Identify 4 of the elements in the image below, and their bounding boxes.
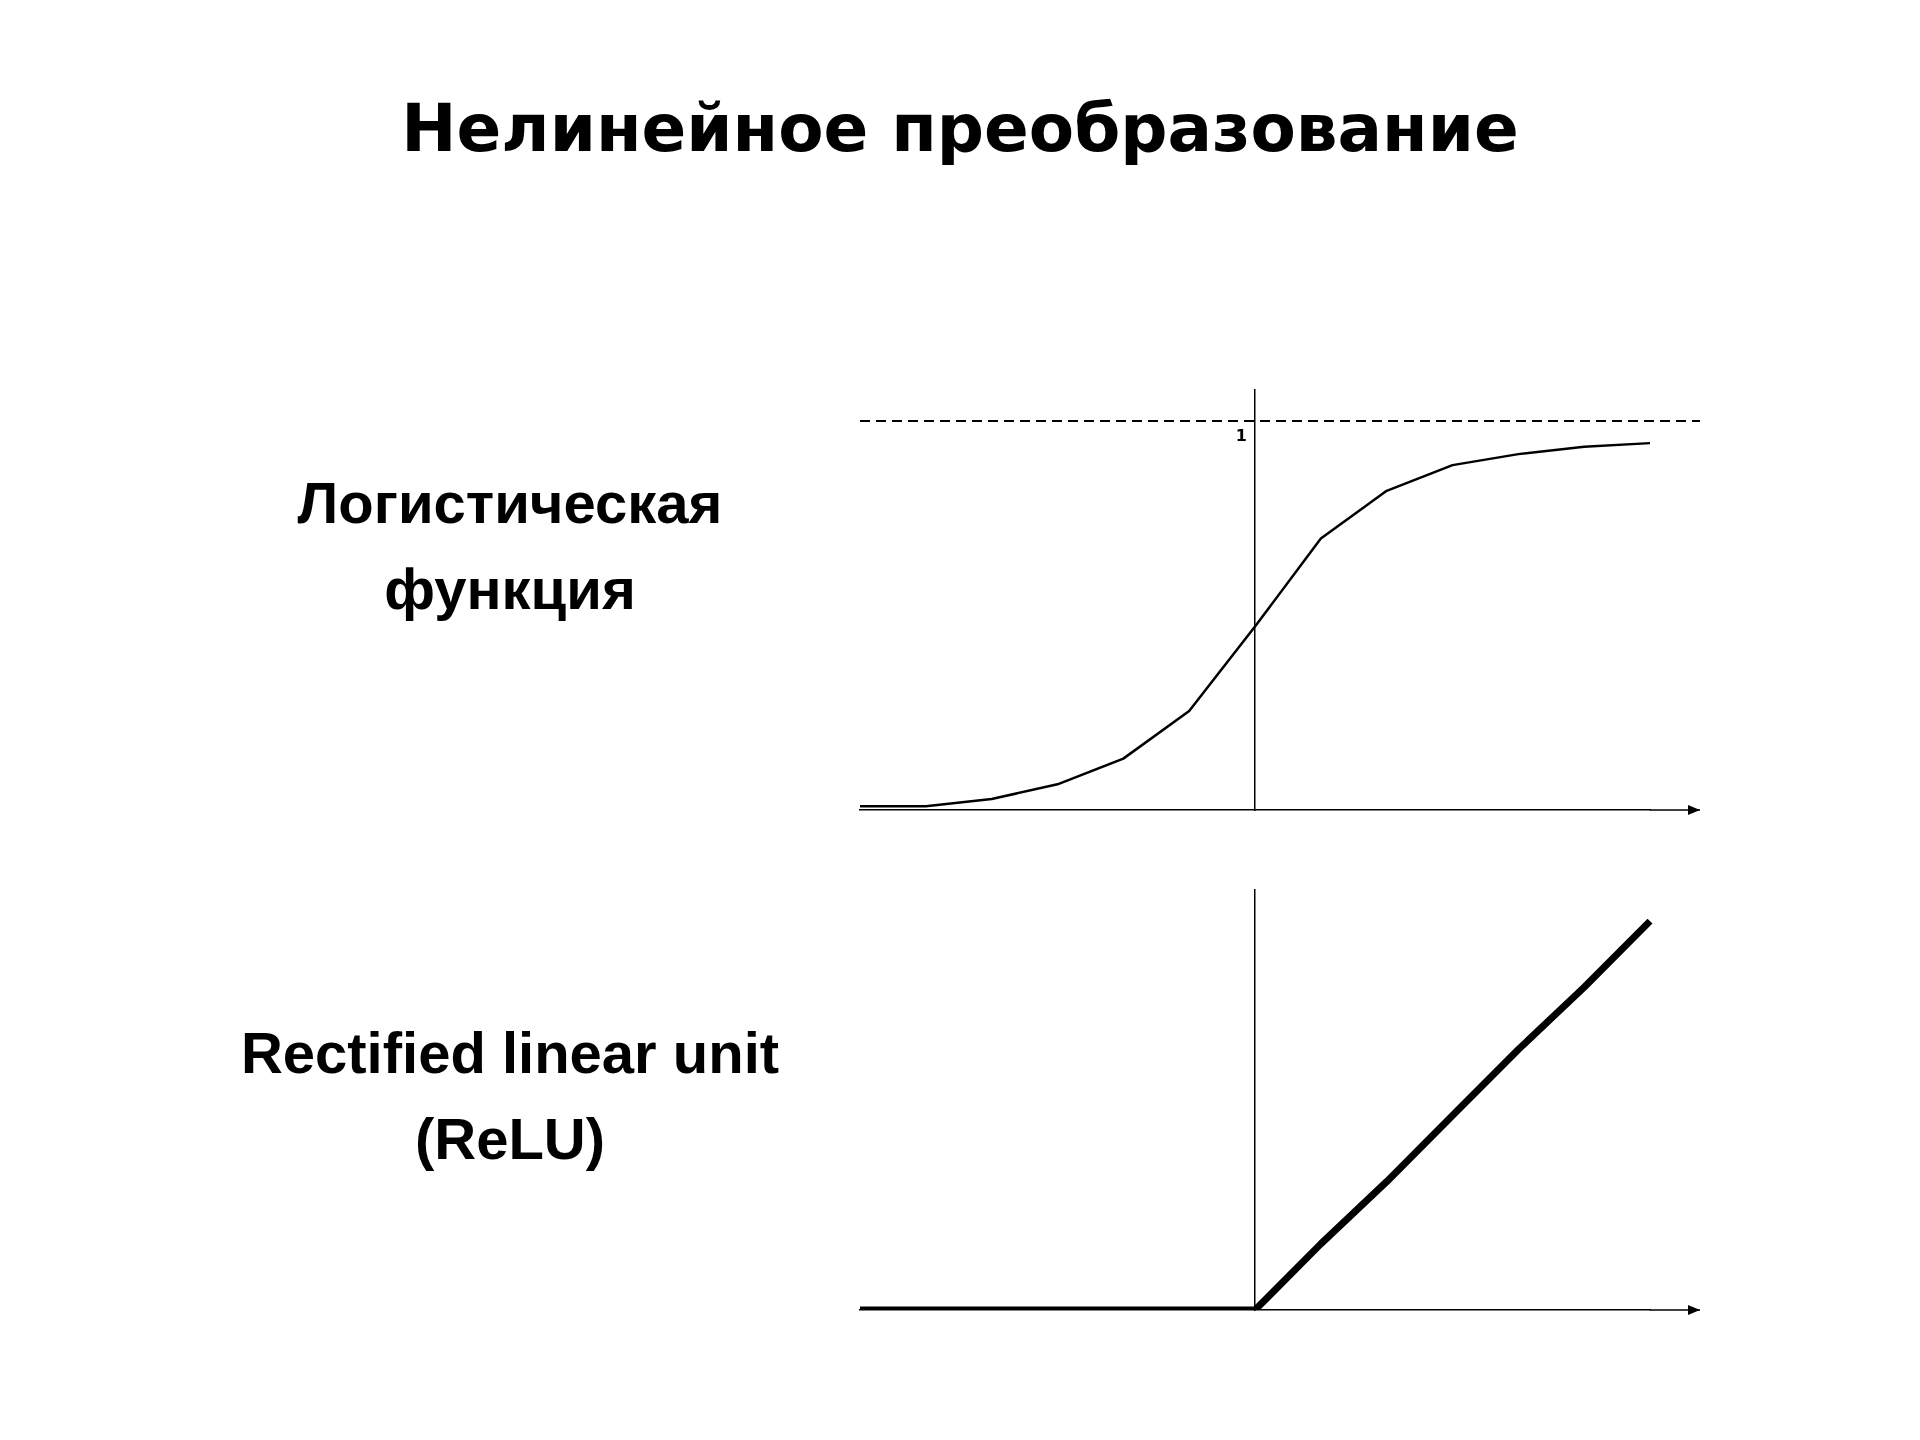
ref-line-label: 1 bbox=[1235, 426, 1247, 446]
text: Rectified linear unit (ReLU) bbox=[239, 1019, 781, 1173]
chart-title: Нелинейное преобразование bbox=[400, 90, 1520, 167]
text: Логистическая функция bbox=[296, 469, 724, 623]
